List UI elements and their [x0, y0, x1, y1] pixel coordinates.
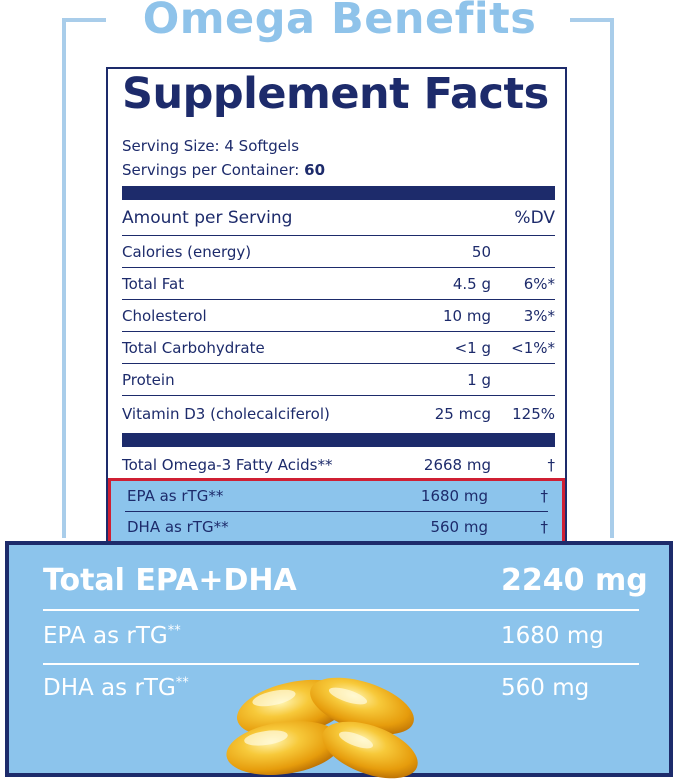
nutrient-label: Calories (energy)	[122, 243, 252, 261]
nutrient-amount: 1680 mg	[420, 487, 488, 505]
total-label: Total EPA+DHA	[43, 563, 297, 598]
facts-row: Total Fat 4.5 g 6%*	[122, 268, 555, 300]
epa-value: 1680 mg	[501, 623, 604, 649]
nutrient-dv: 125%	[512, 405, 555, 423]
epa-footnote: **	[167, 623, 181, 639]
nutrient-label: Total Omega-3 Fatty Acids**	[122, 456, 333, 474]
nutrient-amount: 4.5 g	[452, 275, 491, 293]
highlighted-epa-dha-box: EPA as rTG** 1680 mg † DHA as rTG** 560 …	[108, 478, 565, 544]
frame-right	[610, 18, 614, 538]
nutrient-label: Cholesterol	[122, 307, 207, 325]
nutrient-amount: 25 mcg	[434, 405, 491, 423]
amount-header-label: Amount per Serving	[122, 208, 293, 228]
dv-header-label: %DV	[514, 208, 555, 228]
nutrient-amount: 560 mg	[430, 518, 488, 536]
callout-divider	[43, 609, 639, 611]
dha-footnote: **	[175, 675, 189, 691]
total-value: 2240 mg	[501, 563, 648, 598]
softgel-capsules-image	[226, 677, 418, 779]
epa-dha-callout: Total EPA+DHA 2240 mg EPA as rTG** 1680 …	[5, 541, 673, 777]
frame-top-left	[62, 18, 106, 22]
nutrient-amount: 2668 mg	[423, 456, 491, 474]
facts-row: Total Carbohydrate <1 g <1%*	[122, 332, 555, 364]
omega-row: Total Omega-3 Fatty Acids** 2668 mg †	[122, 449, 555, 481]
supplement-facts-panel: Supplement Facts Serving Size: 4 Softgel…	[106, 67, 567, 547]
facts-row: Cholesterol 10 mg 3%*	[122, 300, 555, 332]
epa-label-wrap: EPA as rTG**	[43, 623, 181, 649]
nutrient-dv: 3%*	[523, 307, 555, 325]
nutrient-dv: 6%*	[523, 275, 555, 293]
nutrient-amount: 10 mg	[443, 307, 491, 325]
nutrient-dv: †	[547, 456, 556, 474]
nutrient-label: Total Carbohydrate	[122, 339, 265, 357]
facts-row: Protein 1 g	[122, 364, 555, 396]
servings-value: 60	[304, 161, 326, 179]
facts-row: Calories (energy) 50	[122, 236, 555, 268]
callout-divider	[43, 663, 639, 665]
dha-label: DHA as rTG	[43, 675, 176, 701]
serving-size: Serving Size: 4 Softgels	[122, 137, 300, 155]
nutrient-label: Total Fat	[122, 275, 185, 293]
frame-left	[62, 18, 66, 538]
headline: Omega Benefits	[142, 0, 537, 44]
nutrient-dv: †	[540, 518, 549, 536]
nutrient-dv: <1%*	[511, 339, 555, 357]
nutrient-label: Protein	[122, 371, 175, 389]
servings-per-container: Servings per Container: 60	[122, 161, 325, 179]
nutrient-label: Vitamin D3 (cholecalciferol)	[122, 405, 330, 423]
highlighted-row: DHA as rTG** 560 mg †	[111, 512, 562, 542]
frame-top-right	[570, 18, 614, 22]
highlighted-row: EPA as rTG** 1680 mg †	[111, 481, 562, 511]
dha-label-wrap: DHA as rTG**	[43, 675, 189, 701]
nutrient-amount: 1 g	[467, 371, 491, 389]
nutrient-amount: 50	[471, 243, 491, 261]
thick-divider	[122, 433, 555, 447]
amount-header-row: Amount per Serving %DV	[122, 201, 555, 236]
nutrient-dv: †	[540, 487, 549, 505]
facts-title: Supplement Facts	[122, 69, 549, 119]
servings-label: Servings per Container:	[122, 161, 300, 179]
row-divider	[125, 511, 548, 512]
nutrient-amount: <1 g	[454, 339, 491, 357]
thick-divider	[122, 186, 555, 200]
facts-row: Vitamin D3 (cholecalciferol) 25 mcg 125%	[122, 398, 555, 430]
epa-label: EPA as rTG	[43, 623, 168, 649]
dha-value: 560 mg	[501, 675, 590, 701]
nutrient-label: DHA as rTG**	[127, 518, 229, 536]
nutrient-label: EPA as rTG**	[127, 487, 224, 505]
